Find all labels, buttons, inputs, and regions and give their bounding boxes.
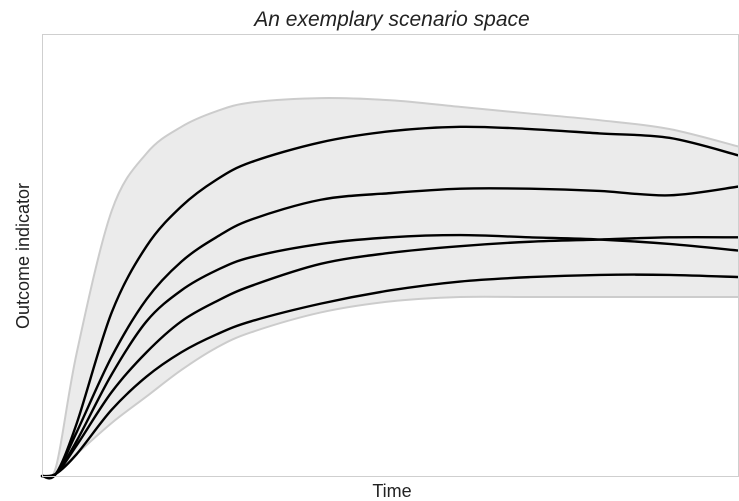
- chart-title: An exemplary scenario space: [252, 8, 529, 31]
- y-axis-label: Outcome indicator: [13, 183, 33, 329]
- scenario-envelope-band: [41, 97, 739, 480]
- scenario-line-2: [40, 185, 739, 479]
- scenario-line-1: [40, 125, 739, 480]
- scenario-line-4: [40, 235, 739, 478]
- plot-area: [40, 34, 739, 480]
- scenario-lines: [40, 125, 739, 480]
- x-axis-label: Time: [372, 481, 411, 501]
- scenario-line-5: [40, 273, 739, 478]
